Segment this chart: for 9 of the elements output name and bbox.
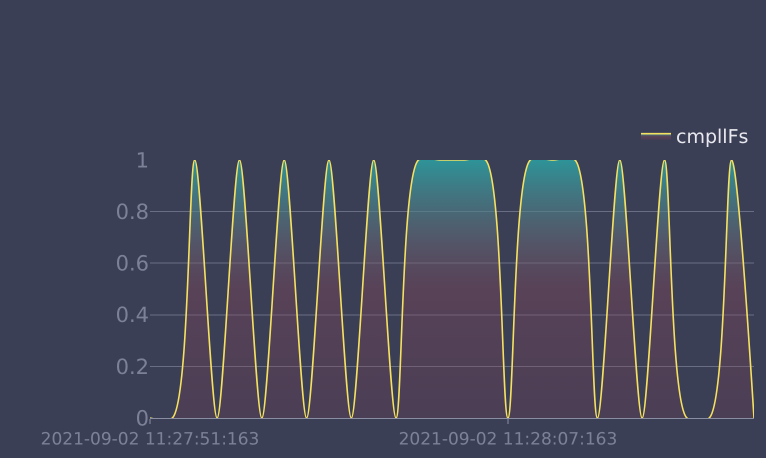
y-tick-label: 0.2 <box>116 354 149 379</box>
y-tick-label: 0.6 <box>116 252 149 276</box>
legend-label: cmpllFs <box>676 126 748 148</box>
y-tick-label: 1 <box>136 148 149 172</box>
y-tick-label: 0 <box>136 406 149 430</box>
x-tick-label: 2021-09-02 11:28:07:163 <box>398 429 618 450</box>
y-tick-label: 0.4 <box>116 303 149 328</box>
y-tick-label: 0.8 <box>116 200 149 224</box>
x-tick-label: 2021-09-02 11:27:51:163 <box>40 429 260 450</box>
